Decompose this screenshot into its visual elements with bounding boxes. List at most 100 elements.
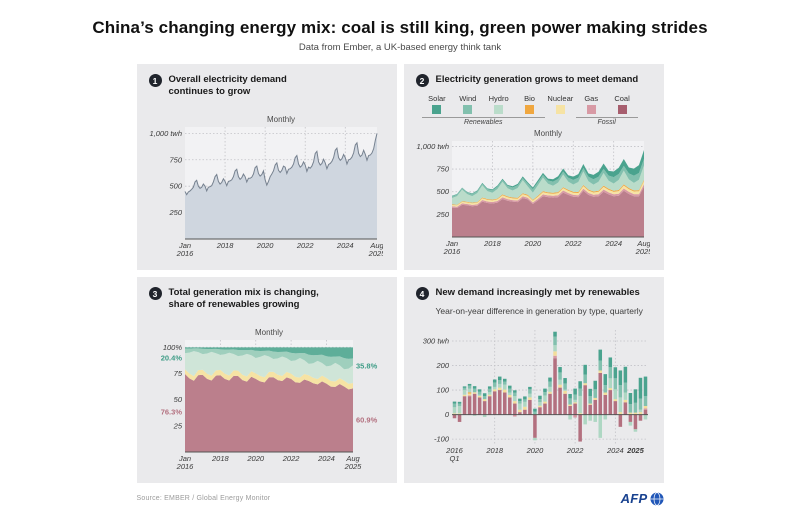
panel-1-badge: 1 (148, 74, 162, 87)
legend-label: Bio (524, 94, 535, 103)
legend-swatch-solar (432, 105, 442, 114)
page-subtitle: Data from Ember, a UK-based energy think… (298, 42, 502, 53)
svg-text:2018: 2018 (211, 454, 230, 463)
svg-text:0: 0 (444, 410, 449, 419)
panel-2-title: Electricity generation grows to meet dem… (436, 74, 639, 86)
legend-group-renewables: Renewables (421, 117, 545, 126)
svg-text:Jan: Jan (444, 239, 457, 248)
panel-4-subtitle: Year-on-year difference in generation by… (435, 306, 643, 316)
panel-newdemand: 4 New demand increasingly met by renewab… (403, 277, 664, 483)
svg-text:2022: 2022 (295, 241, 314, 250)
svg-text:20.4%: 20.4% (160, 353, 182, 362)
legend-label: Gas (584, 94, 599, 103)
legend-label: Hydro (488, 94, 509, 103)
legend-swatch-wind (463, 105, 473, 114)
svg-text:Jan: Jan (177, 454, 190, 463)
panel-grid: 1 Overall electricity demand continues t… (136, 64, 664, 483)
svg-text:-100: -100 (433, 435, 449, 444)
legend-group-spacer (545, 116, 576, 126)
svg-text:2022: 2022 (565, 446, 584, 455)
legend-item-wind: Wind (452, 94, 483, 114)
legend-item-bio: Bio (514, 94, 545, 114)
panel-mix: 3 Total generation mix is changing, shar… (136, 277, 397, 483)
svg-text:Aug: Aug (636, 239, 650, 248)
svg-text:1,000 twh: 1,000 twh (149, 129, 182, 138)
panel-1-title: Overall electricity demand continues to … (169, 74, 287, 99)
legend-item-solar: Solar (422, 94, 453, 114)
svg-text:60.9%: 60.9% (356, 415, 378, 424)
svg-text:2020: 2020 (246, 454, 265, 463)
svg-text:2016: 2016 (442, 247, 461, 256)
panel-generation: 2 Electricity generation grows to meet d… (403, 64, 664, 270)
svg-text:2022: 2022 (281, 454, 300, 463)
mix-chart-wrap: Monthly 25 50 75 100% Jan 2016 2018 2020 2022 2024… (149, 324, 385, 476)
legend-swatch-nuclear (555, 105, 565, 114)
demand-chart-wrap: Monthly 250 500 750 1,000 twh Jan 2016 2018 2020… (149, 111, 385, 263)
legend-swatch-gas (586, 105, 596, 114)
legend-label: Nuclear (547, 94, 574, 103)
svg-text:500: 500 (169, 181, 182, 190)
legend-label: Coal (614, 94, 630, 103)
legend-item-hydro: Hydro (483, 94, 514, 114)
svg-text:1,000 twh: 1,000 twh (416, 142, 449, 151)
panel-3-title: Total generation mix is changing, share … (169, 287, 319, 312)
panel-2-badge: 2 (415, 74, 429, 87)
newdemand-chart-wrap: -100 0 100 200 300 twh 2016 Q1 2018 2020 2022 2024… (416, 320, 652, 470)
svg-text:100%: 100% (162, 343, 182, 352)
svg-text:Aug: Aug (345, 454, 360, 463)
svg-text:2018: 2018 (215, 241, 234, 250)
svg-text:2018: 2018 (485, 446, 504, 455)
svg-text:2018: 2018 (483, 239, 502, 248)
panel-4-title-line1: New demand increasingly met by renewable… (435, 287, 640, 298)
legend-label: Solar (428, 94, 446, 103)
svg-text:Monthly: Monthly (266, 115, 294, 124)
svg-text:2025: 2025 (343, 462, 362, 471)
svg-text:2020: 2020 (255, 241, 274, 250)
svg-text:2016: 2016 (175, 249, 194, 258)
legend-group-fossil: Fossil (575, 117, 638, 126)
panel-newdemand-header: 4 New demand increasingly met by renewab… (415, 287, 652, 300)
svg-text:2025: 2025 (626, 446, 645, 455)
afp-logo-text: AFP (620, 491, 648, 506)
source-credit: Source: EMBER / Global Energy Monitor (136, 495, 271, 502)
footer: Source: EMBER / Global Energy Monitor AF… (137, 491, 664, 506)
svg-text:2020: 2020 (525, 446, 544, 455)
svg-text:Monthly: Monthly (533, 129, 561, 138)
svg-text:50: 50 (173, 395, 182, 404)
panel-3-badge: 3 (148, 287, 162, 300)
legend-swatch-bio (524, 105, 534, 114)
svg-text:2025: 2025 (634, 247, 649, 256)
legend-item-coal: Coal (607, 94, 638, 114)
svg-text:250: 250 (435, 210, 449, 219)
svg-text:Aug: Aug (369, 241, 383, 250)
panel-1-title-line1: Overall electricity demand (168, 74, 287, 85)
legend-label: Wind (459, 94, 477, 103)
afp-logo: AFP (621, 491, 664, 506)
svg-text:300 twh: 300 twh (422, 337, 448, 346)
panel-demand: 1 Overall electricity demand continues t… (136, 64, 397, 270)
svg-text:35.8%: 35.8% (356, 361, 378, 370)
svg-text:2016: 2016 (445, 446, 464, 455)
legend-swatch-coal (617, 105, 627, 114)
svg-text:2024: 2024 (604, 239, 622, 248)
panel-mix-header: 3 Total generation mix is changing, shar… (148, 287, 385, 312)
svg-text:2022: 2022 (563, 239, 582, 248)
svg-text:2025: 2025 (367, 249, 382, 258)
svg-text:76.3%: 76.3% (160, 407, 182, 416)
svg-text:500: 500 (436, 187, 449, 196)
panel-1-title-line2: continues to grow (168, 86, 251, 98)
svg-text:200: 200 (435, 361, 449, 370)
svg-text:2016: 2016 (175, 462, 194, 471)
panel-demand-header: 1 Overall electricity demand continues t… (148, 74, 385, 99)
panel-3-title-line2: share of renewables growing (168, 299, 300, 311)
panel-4-title: New demand increasingly met by renewable… (436, 287, 640, 299)
generation-legend: Solar Wind Hydro Bio Nuclear Gas Coal Renewable… (421, 94, 638, 126)
svg-text:75: 75 (173, 369, 182, 378)
page-title: China’s changing energy mix: coal is sti… (92, 18, 708, 37)
svg-text:750: 750 (436, 165, 449, 174)
legend-item-nuclear: Nuclear (545, 94, 576, 114)
svg-text:25: 25 (172, 421, 182, 430)
